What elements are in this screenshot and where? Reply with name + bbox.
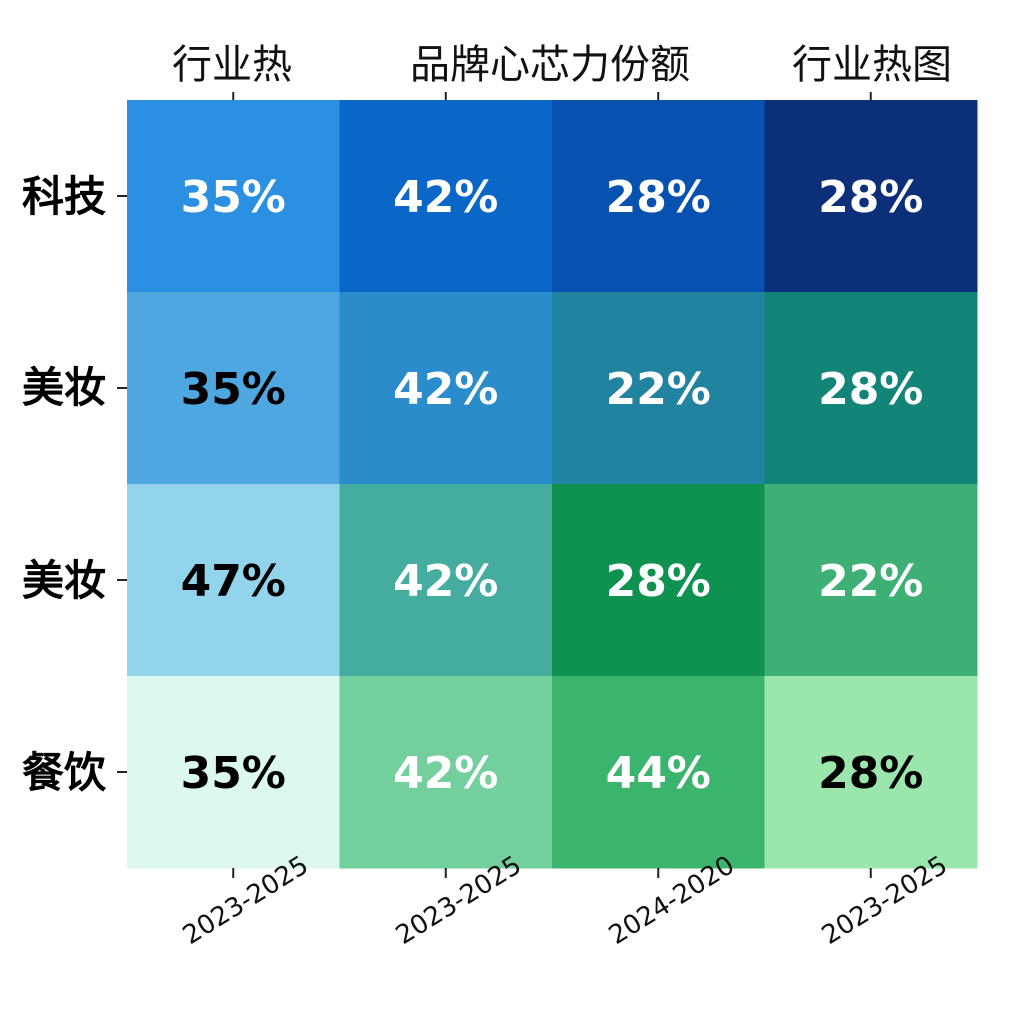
heatmap-cell-labels: 35% 42% 28% 28% 35% 42% 22% 28% 47% 42% 28% 22% 35% 4… [181, 172, 924, 799]
row-label-2: 美妆 [22, 363, 106, 412]
top-label-3: 行业热图 [792, 42, 952, 88]
cell-value-r2-c3: 22% [606, 364, 711, 415]
heatmap-cell-r4-c2 [339, 676, 553, 869]
heatmap-cell-r3-c3 [552, 484, 765, 677]
heatmap-cell-r3-c4 [764, 484, 978, 677]
heatmap-cell-r4-c1 [127, 676, 340, 869]
heatmap-cell-r4-c3 [552, 676, 765, 869]
row-label-4: 餐饮 [22, 748, 107, 797]
cell-value-r3-c1: 47% [181, 556, 286, 607]
heatmap-cell-r1-c1 [127, 100, 340, 293]
cell-value-r1-c2: 42% [393, 172, 498, 223]
cell-value-r2-c1: 35% [181, 364, 286, 415]
row-labels: 科技 美妆 美妆 餐饮 [22, 172, 107, 797]
heatmap-cells [127, 100, 978, 869]
heatmap-cell-r2-c4 [764, 292, 978, 485]
axis-ticks [117, 92, 872, 878]
cell-value-r1-c4: 28% [818, 172, 923, 223]
cell-value-r2-c4: 28% [818, 364, 923, 415]
cell-value-r1-c1: 35% [181, 172, 286, 223]
row-label-3: 美妆 [22, 556, 106, 605]
row-label-1: 科技 [22, 172, 106, 221]
heatmap-cell-r2-c1 [127, 292, 340, 485]
heatmap-cell-r2-c3 [552, 292, 765, 485]
cell-value-r4-c1: 35% [181, 748, 286, 799]
cell-value-r3-c2: 42% [393, 556, 498, 607]
heatmap-cell-r1-c3 [552, 100, 765, 293]
heatmap-cell-r3-c1 [127, 484, 340, 677]
heatmap-cell-r3-c2 [339, 484, 553, 677]
top-labels: 行业热 品牌心芯力份额 行业热图 [172, 42, 952, 88]
cell-value-r3-c3: 28% [606, 556, 711, 607]
cell-value-r3-c4: 22% [818, 556, 923, 607]
heatmap-cell-r1-c2 [339, 100, 553, 293]
top-label-1: 行业热 [172, 42, 292, 88]
heatmap-cell-r1-c4 [764, 100, 978, 293]
heatmap-cell-r4-c4 [764, 676, 978, 869]
top-label-2: 品牌心芯力份额 [410, 42, 690, 88]
cell-value-r4-c3: 44% [606, 748, 711, 799]
heatmap-cell-r2-c2 [339, 292, 553, 485]
cell-value-r4-c4: 28% [818, 748, 923, 799]
cell-value-r1-c3: 28% [606, 172, 711, 223]
cell-value-r4-c2: 42% [393, 748, 498, 799]
cell-value-r2-c2: 42% [393, 364, 498, 415]
